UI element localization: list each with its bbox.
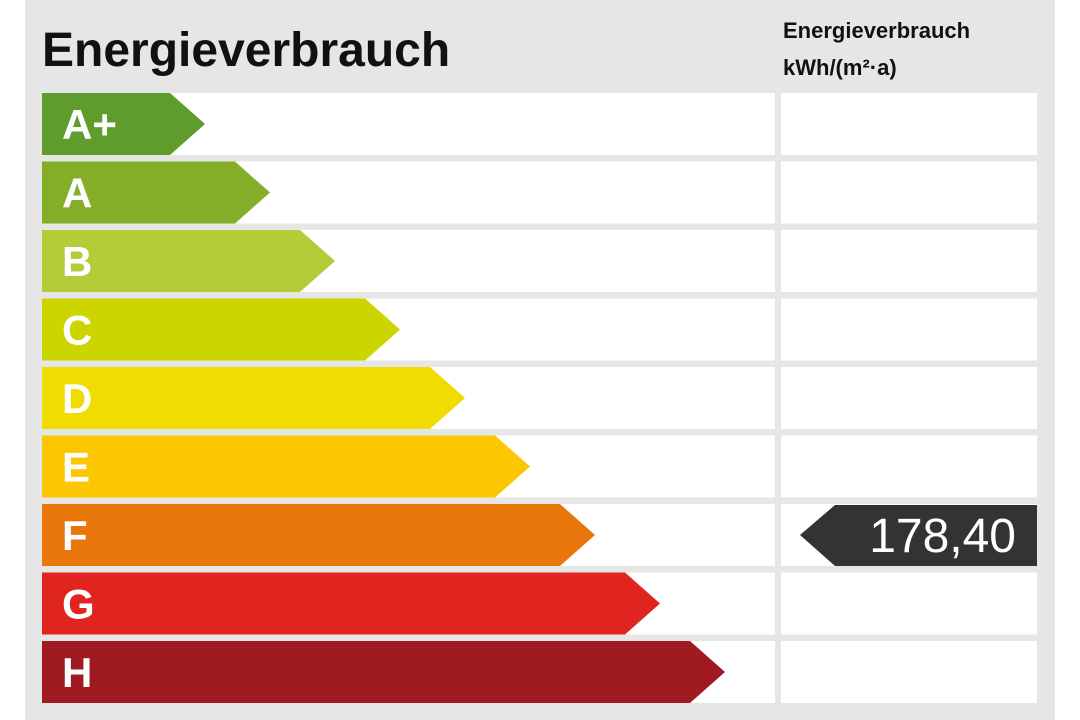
class-arrow [42,298,400,361]
value-cell [781,93,1037,155]
value-cell [781,572,1037,635]
class-label: B [62,238,92,285]
value-indicator [800,505,1037,566]
value-cell [781,435,1037,498]
value-text: 178,40 [869,510,1016,563]
class-label: D [62,375,92,422]
value-cell [781,641,1037,703]
class-arrow [42,572,660,635]
label-title: Energieverbrauch [42,24,450,77]
column-header: Energieverbrauch [783,18,970,43]
class-label: A+ [62,101,117,148]
class-label: E [62,444,90,491]
class-arrow [42,504,595,566]
class-label: H [62,649,92,696]
class-label: A [62,170,92,217]
class-arrow [42,230,335,292]
class-label: C [62,307,92,354]
class-arrow [42,367,465,429]
class-arrow [42,161,270,224]
class-arrow [42,641,725,703]
class-arrow [42,93,205,155]
value-cell [781,298,1037,361]
column-header: kWh/(m²·a) [783,55,897,80]
value-cell [781,161,1037,224]
class-label: G [62,581,95,628]
class-label: F [62,512,88,559]
value-cell [781,230,1037,292]
class-arrow [42,435,530,498]
value-cell [781,367,1037,429]
